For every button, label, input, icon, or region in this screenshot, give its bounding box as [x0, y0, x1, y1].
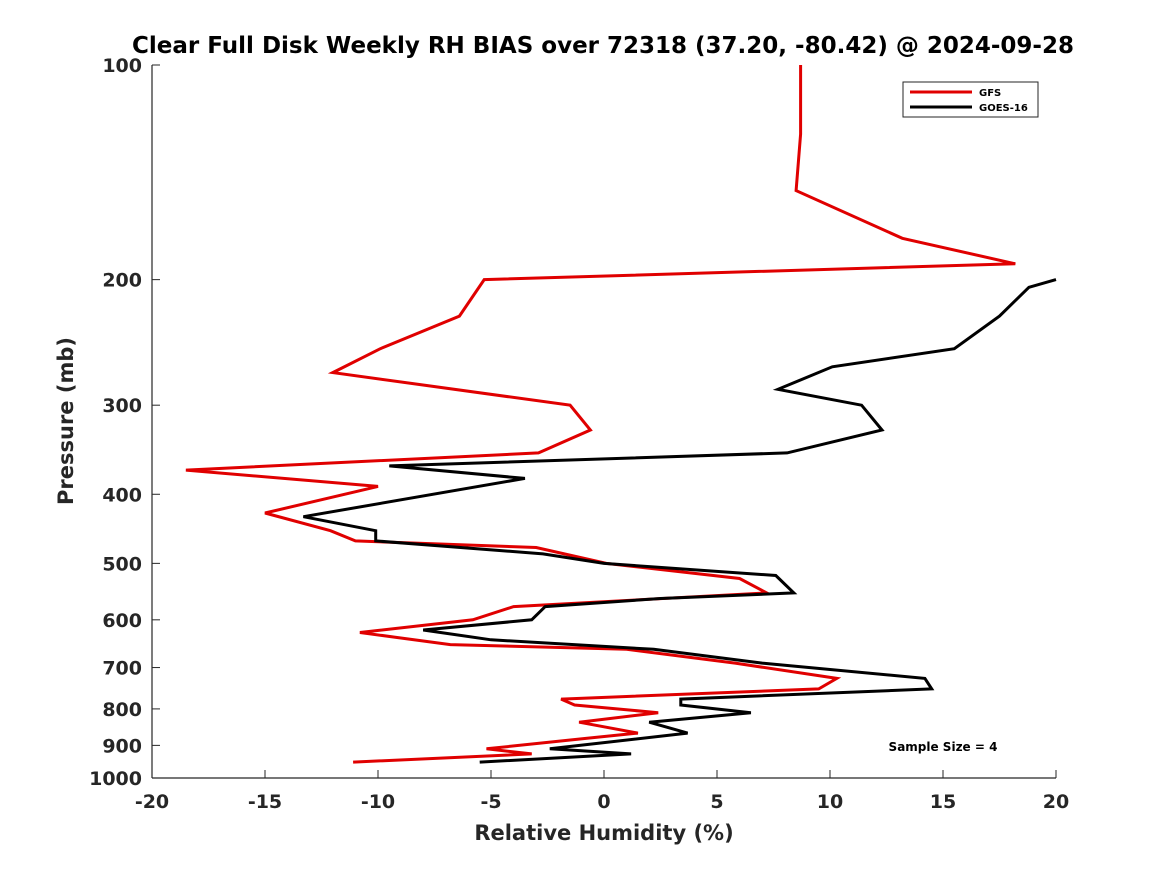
y-tick-label: 200 — [102, 270, 142, 292]
y-axis-label: Pressure (mb) — [54, 337, 78, 505]
sample-size-annotation: Sample Size = 4 — [889, 740, 998, 754]
y-ticks: 100 200 300 400 500 600 700 800 900 1000 — [89, 55, 160, 790]
y-tick-label: 300 — [102, 395, 142, 417]
y-tick-label: 1000 — [89, 768, 142, 790]
x-tick-label: 10 — [817, 791, 843, 813]
x-tick-label: 5 — [710, 791, 723, 813]
x-tick-label: 0 — [597, 791, 610, 813]
chart-title: Clear Full Disk Weekly RH BIAS over 7231… — [132, 33, 1074, 59]
series-line-gfs — [185, 65, 1016, 764]
y-tick-label: 500 — [102, 553, 142, 575]
y-tick-label: 100 — [102, 55, 142, 77]
legend-box — [902, 81, 1039, 118]
x-axis-label: Relative Humidity (%) — [474, 821, 733, 845]
y-tick-label: 700 — [102, 658, 142, 680]
series-line-goes16 — [303, 278, 1057, 764]
x-ticks: -20 -15 -10 -5 0 5 10 15 20 — [135, 770, 1069, 813]
x-tick-label: -20 — [135, 791, 169, 813]
x-tick-label: -10 — [361, 791, 395, 813]
y-tick-label: 900 — [102, 735, 142, 757]
legend-label-goes16: GOES-16 — [979, 103, 1028, 114]
x-tick-label: -5 — [480, 791, 501, 813]
legend-label-gfs: GFS — [979, 88, 1001, 99]
y-tick-label: 800 — [102, 699, 142, 721]
series-layer — [185, 65, 1057, 764]
x-tick-label: -15 — [248, 791, 282, 813]
x-tick-label: 15 — [930, 791, 956, 813]
y-tick-label: 600 — [102, 610, 142, 632]
legend: GFS GOES-16 — [902, 81, 1039, 118]
y-tick-label: 400 — [102, 484, 142, 506]
x-tick-label: 20 — [1043, 791, 1069, 813]
